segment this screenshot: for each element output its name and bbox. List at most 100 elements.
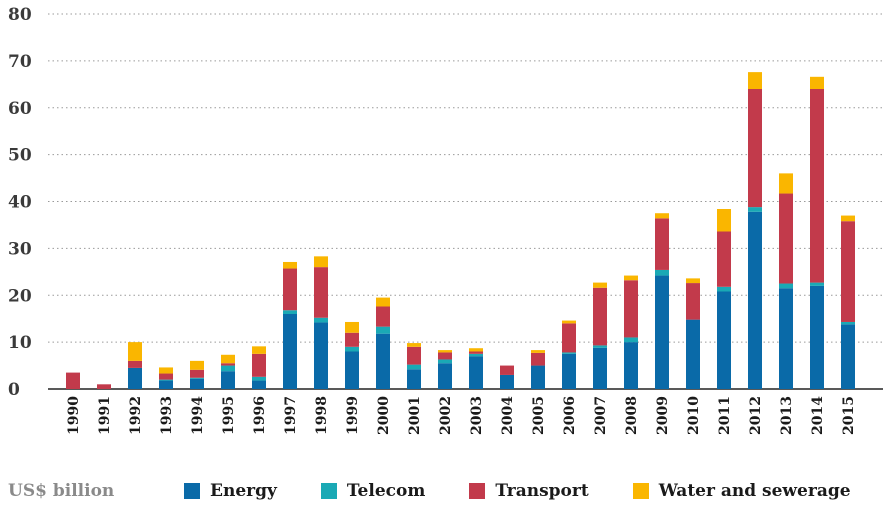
legend-label-telecom: Telecom bbox=[346, 481, 426, 501]
bar-segment-transport bbox=[593, 287, 607, 346]
legend-item-transport: Transport bbox=[469, 481, 589, 501]
bar-segment-transport bbox=[66, 372, 80, 389]
bar-segment-water-and-sewerage bbox=[438, 350, 452, 353]
bar-segment-energy bbox=[159, 380, 173, 389]
y-tick-label: 60 bbox=[8, 99, 32, 119]
legend-label-energy: Energy bbox=[210, 481, 277, 501]
bar-segment-transport bbox=[376, 306, 390, 327]
bar-segment-telecom bbox=[345, 346, 359, 352]
y-tick-label: 70 bbox=[8, 52, 32, 72]
bar-segment-telecom bbox=[717, 286, 731, 292]
bar-segment-telecom bbox=[252, 376, 266, 381]
bar-segment-transport bbox=[779, 193, 793, 284]
bar-segment-water-and-sewerage bbox=[407, 343, 421, 347]
bar-segment-energy bbox=[624, 342, 638, 389]
legend-item-energy: Energy bbox=[184, 481, 277, 501]
bar-segment-telecom bbox=[376, 326, 390, 334]
bar-segment-water-and-sewerage bbox=[655, 213, 669, 219]
bar-segment-transport bbox=[810, 89, 824, 283]
bar-segment-water-and-sewerage bbox=[345, 321, 359, 333]
legend-swatch-water-and-sewerage bbox=[632, 483, 649, 499]
x-tick-label: 2009 bbox=[655, 396, 671, 435]
y-tick-label: 10 bbox=[8, 333, 32, 353]
x-tick-label: 1998 bbox=[314, 396, 330, 435]
bar-segment-water-and-sewerage bbox=[314, 256, 328, 268]
bar-segment-energy bbox=[190, 378, 204, 389]
x-tick-label: 2010 bbox=[686, 396, 702, 435]
bar-segment-telecom bbox=[810, 282, 824, 286]
bar-segment-telecom bbox=[283, 310, 297, 314]
y-tick-label: 80 bbox=[8, 5, 32, 25]
legend-swatch-transport bbox=[469, 483, 486, 499]
y-tick-label: 20 bbox=[8, 286, 32, 306]
bar-segment-telecom bbox=[407, 364, 421, 370]
bar-segment-water-and-sewerage bbox=[779, 173, 793, 194]
x-tick-label: 2014 bbox=[810, 396, 826, 435]
bar-segment-energy bbox=[407, 369, 421, 389]
bar-segment-energy bbox=[469, 356, 483, 389]
legend-item-water-and-sewerage: Water and sewerage bbox=[632, 481, 851, 501]
bar-segment-energy bbox=[841, 324, 855, 389]
bar-segment-energy bbox=[128, 367, 142, 389]
y-tick-label: 0 bbox=[8, 380, 20, 400]
x-tick-label: 1992 bbox=[128, 396, 144, 435]
legend-swatch-energy bbox=[184, 483, 200, 499]
legend-label-water-and-sewerage: Water and sewerage bbox=[658, 481, 851, 501]
x-tick-label: 1995 bbox=[221, 396, 237, 435]
x-tick-label: 2015 bbox=[841, 396, 857, 435]
x-tick-label: 2003 bbox=[469, 396, 485, 435]
bar-segment-transport bbox=[221, 363, 235, 366]
bar-segment-telecom bbox=[593, 345, 607, 348]
bar-segment-telecom bbox=[624, 337, 638, 343]
bar-segment-energy bbox=[345, 351, 359, 389]
x-tick-label: 1999 bbox=[345, 396, 361, 435]
y-tick-label: 40 bbox=[8, 193, 32, 213]
x-tick-label: 2011 bbox=[717, 396, 733, 435]
bar-segment-transport bbox=[655, 218, 669, 270]
bar-segment-water-and-sewerage bbox=[810, 76, 824, 89]
x-tick-label: 2005 bbox=[531, 396, 547, 435]
bar-segment-energy bbox=[252, 380, 266, 389]
bar-segment-energy bbox=[376, 333, 390, 389]
bar-segment-telecom bbox=[562, 352, 576, 354]
bar-segment-energy bbox=[686, 319, 700, 389]
legend-label-transport: Transport bbox=[495, 481, 589, 501]
x-tick-label: 1991 bbox=[97, 396, 113, 435]
bar-segment-transport bbox=[407, 346, 421, 365]
bar-segment-water-and-sewerage bbox=[531, 350, 545, 353]
bar-segment-transport bbox=[252, 353, 266, 377]
y-tick-label: 50 bbox=[8, 146, 32, 166]
bar-segment-transport bbox=[128, 360, 142, 368]
bar-segment-energy bbox=[748, 211, 762, 389]
x-tick-label: 1994 bbox=[190, 396, 206, 435]
bar-segment-telecom bbox=[314, 317, 328, 323]
x-tick-label: 1993 bbox=[159, 396, 175, 435]
x-tick-label: 1996 bbox=[252, 396, 268, 435]
bar-segment-transport bbox=[159, 373, 173, 380]
bar-segment-energy bbox=[779, 288, 793, 389]
bar-segment-telecom bbox=[841, 321, 855, 325]
bar-segment-water-and-sewerage bbox=[221, 354, 235, 364]
bar-segment-energy bbox=[531, 365, 545, 389]
bar-segment-water-and-sewerage bbox=[841, 215, 855, 222]
stacked-bar-chart: 0 10 20 30 40 50 60 70 80 1990 1991 1992 1993 1994 199… bbox=[8, 5, 883, 435]
x-tick-label: 2002 bbox=[438, 396, 454, 435]
bar-segment-water-and-sewerage bbox=[748, 72, 762, 89]
bar-segment-transport bbox=[717, 231, 731, 287]
legend-swatch-telecom bbox=[320, 483, 337, 499]
bar-segment-energy bbox=[810, 285, 824, 389]
bar-segment-transport bbox=[283, 268, 297, 311]
x-tick-label: 2001 bbox=[407, 396, 423, 435]
x-tick-label: 2008 bbox=[624, 396, 640, 435]
x-tick-label: 2012 bbox=[748, 396, 764, 435]
bar-segment-energy bbox=[655, 275, 669, 389]
bar-segment-energy bbox=[314, 322, 328, 389]
legend: US$ billion Energy Telecom Transport Wat… bbox=[8, 476, 888, 506]
x-tick-label: 2006 bbox=[562, 396, 578, 435]
x-tick-label: 1990 bbox=[66, 396, 82, 435]
bar-segment-transport bbox=[686, 283, 700, 320]
bar-segment-transport bbox=[97, 384, 111, 389]
x-tick-label: 2004 bbox=[500, 396, 516, 435]
bar-segment-energy bbox=[283, 314, 297, 389]
bar-segment-water-and-sewerage bbox=[283, 261, 297, 269]
